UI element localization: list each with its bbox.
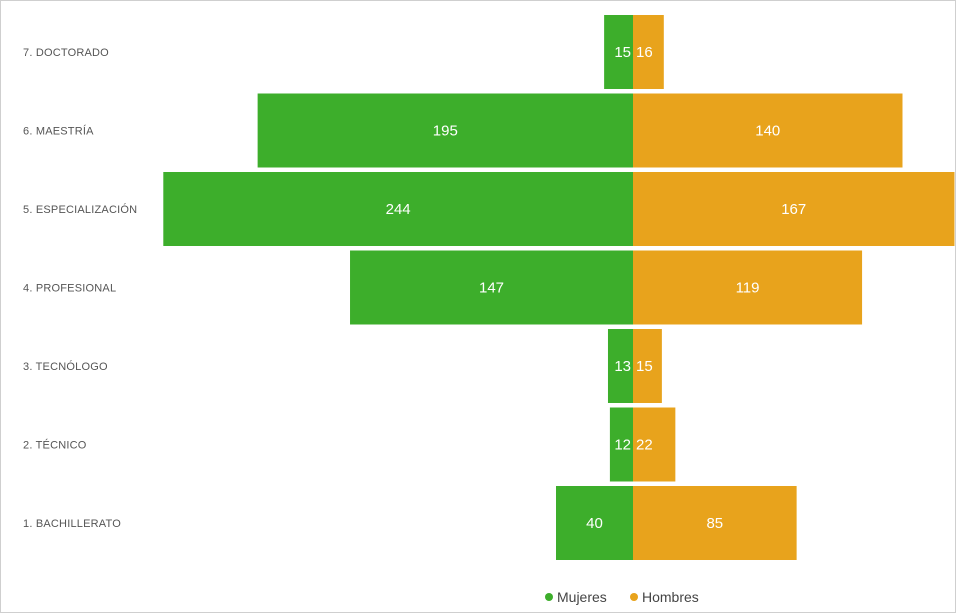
bar-mujeres [163, 172, 634, 246]
bar-mujeres [609, 407, 633, 482]
bar-value-label-mujeres: 195 [433, 123, 458, 140]
legend-label-hombres: Hombres [642, 589, 699, 605]
category-label: 1. BACHILLERATO [23, 518, 121, 530]
bar-mujeres [604, 15, 633, 89]
category-label: 3. TECNÓLOGO [23, 360, 108, 373]
bar-hombres [633, 250, 863, 325]
bar-hombres [633, 486, 797, 560]
category-label: 4. PROFESIONAL [23, 283, 116, 295]
bar-value-label-mujeres: 15 [614, 44, 631, 61]
bar-value-label-mujeres: 40 [586, 515, 603, 532]
bar-hombres [633, 93, 903, 168]
bar-value-label-hombres: 140 [755, 123, 780, 140]
bar-mujeres [350, 250, 633, 325]
bar-hombres [633, 172, 955, 246]
bar-hombres [633, 15, 664, 89]
bar-value-label-hombres: 22 [636, 437, 653, 454]
bar-value-label-hombres: 119 [736, 280, 760, 297]
bar-mujeres [556, 486, 633, 560]
legend-swatch-mujeres [545, 593, 553, 601]
category-label: 5. ESPECIALIZACIÓN [23, 203, 137, 216]
bar-mujeres [607, 329, 633, 403]
bar-mujeres [257, 93, 633, 168]
bar-value-label-hombres: 15 [636, 358, 653, 375]
bar-value-label-hombres: 85 [706, 515, 723, 532]
legend-swatch-hombres [630, 593, 638, 601]
bar-value-label-hombres: 16 [636, 44, 653, 61]
bar-value-label-hombres: 167 [781, 201, 806, 218]
bar-hombres [633, 329, 662, 403]
category-label: 2. TÉCNICO [23, 439, 87, 452]
bar-value-label-mujeres: 244 [386, 201, 411, 218]
bar-hombres [633, 407, 676, 482]
category-label: 6. MAESTRÍA [23, 125, 94, 138]
bar-value-label-mujeres: 13 [614, 358, 631, 375]
bar-value-label-mujeres: 12 [614, 437, 631, 454]
legend-label-mujeres: Mujeres [557, 589, 607, 605]
bar-value-label-mujeres: 147 [479, 280, 504, 297]
category-label: 7. DOCTORADO [23, 47, 109, 59]
